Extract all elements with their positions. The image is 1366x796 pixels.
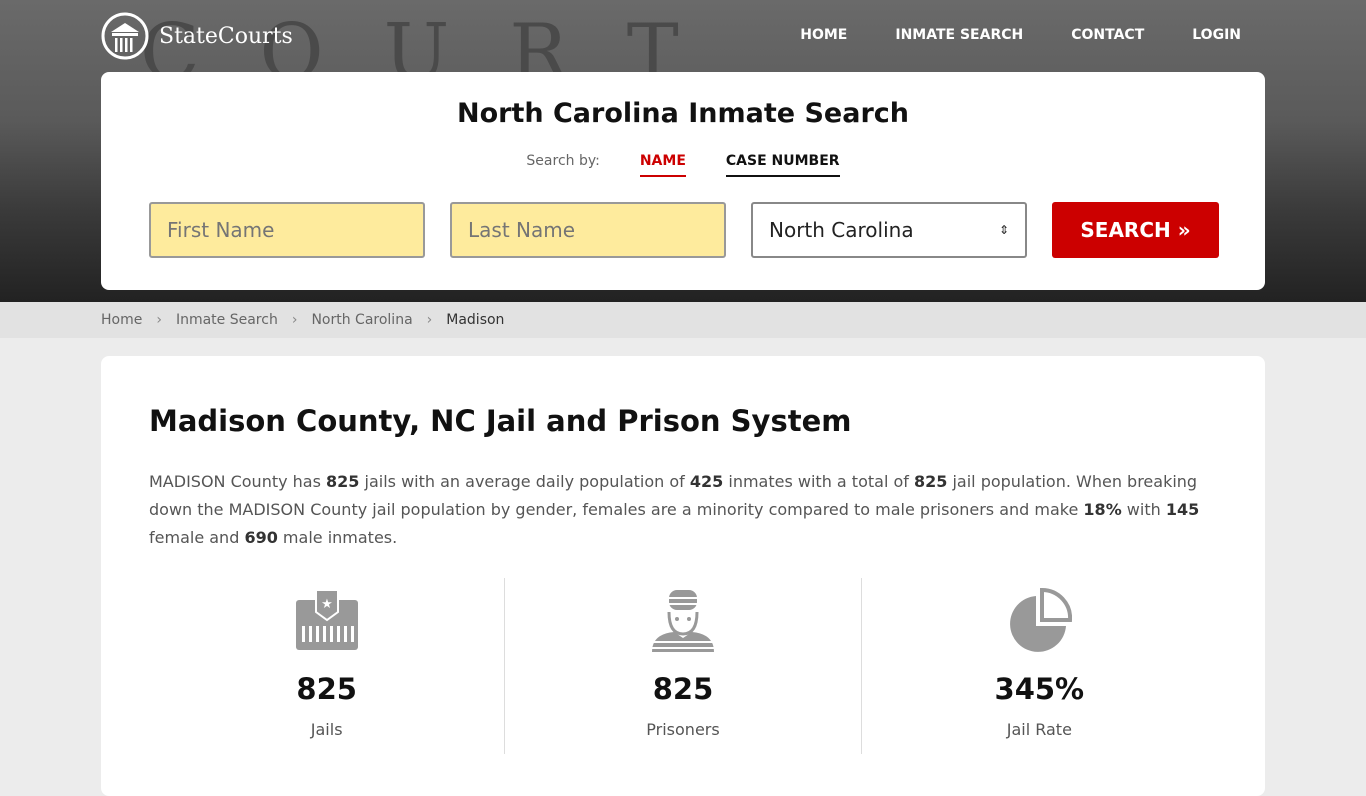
breadcrumb: Home › Inmate Search › North Carolina › Mad… (0, 302, 1366, 338)
top-nav: HOME INMATE SEARCH CONTACT LOGIN (800, 27, 1241, 43)
chevron-right-icon: › (426, 312, 433, 328)
nav-inmate-search[interactable]: INMATE SEARCH (895, 27, 1024, 43)
stat-value: 825 (652, 672, 714, 706)
chevron-right-icon: › (156, 312, 162, 328)
first-name-input[interactable] (149, 202, 425, 258)
state-value: North Carolina (769, 218, 914, 242)
breadcrumb-current: Madison (446, 312, 505, 328)
stat-prisoners: 825 Prisoners (505, 578, 862, 754)
stat-value: 345% (994, 672, 1085, 706)
search-card: North Carolina Inmate Search Search by: … (101, 72, 1265, 290)
stat-value: 825 (296, 672, 357, 706)
stat-label: Jails (310, 720, 343, 739)
nav-login[interactable]: LOGIN (1192, 27, 1241, 43)
courthouse-icon (101, 12, 149, 60)
county-description: MADISON County has 825 jails with an ave… (149, 472, 1200, 547)
state-select[interactable]: North Carolina ⇕ (751, 202, 1027, 258)
hero-banner: COURT HOUSE StateCourts HOME INMATE SEAR… (0, 0, 1366, 302)
pie-chart-icon (1010, 587, 1073, 652)
svg-text:★: ★ (321, 597, 333, 612)
search-by-label: Search by: (526, 153, 600, 169)
breadcrumb-home[interactable]: Home (101, 312, 143, 328)
select-arrows-icon: ⇕ (998, 223, 1009, 237)
logo[interactable]: StateCourts (101, 12, 293, 60)
chevron-right-icon: › (291, 312, 298, 328)
search-title: North Carolina Inmate Search (457, 98, 909, 129)
nav-contact[interactable]: CONTACT (1071, 27, 1145, 43)
prisoner-icon (651, 590, 714, 652)
stat-label: Prisoners (646, 720, 720, 739)
county-content: Madison County, NC Jail and Prison Syste… (101, 356, 1265, 796)
search-button[interactable]: SEARCH » (1052, 202, 1219, 258)
last-name-input[interactable] (450, 202, 726, 258)
breadcrumb-state[interactable]: North Carolina (311, 312, 413, 328)
tab-case-number[interactable]: CASE NUMBER (725, 153, 840, 177)
breadcrumb-inmate-search[interactable]: Inmate Search (175, 312, 278, 328)
brand-name: StateCourts (159, 23, 293, 49)
stat-jails: ★ 825 Jails (149, 578, 506, 754)
tab-name[interactable]: NAME (639, 153, 686, 177)
jail-icon: ★ (295, 589, 358, 650)
page-title: Madison County, NC Jail and Prison Syste… (149, 404, 852, 438)
nav-home[interactable]: HOME (800, 27, 848, 43)
stat-jail-rate: 345% Jail Rate (862, 578, 1217, 754)
stat-label: Jail Rate (1006, 720, 1072, 739)
